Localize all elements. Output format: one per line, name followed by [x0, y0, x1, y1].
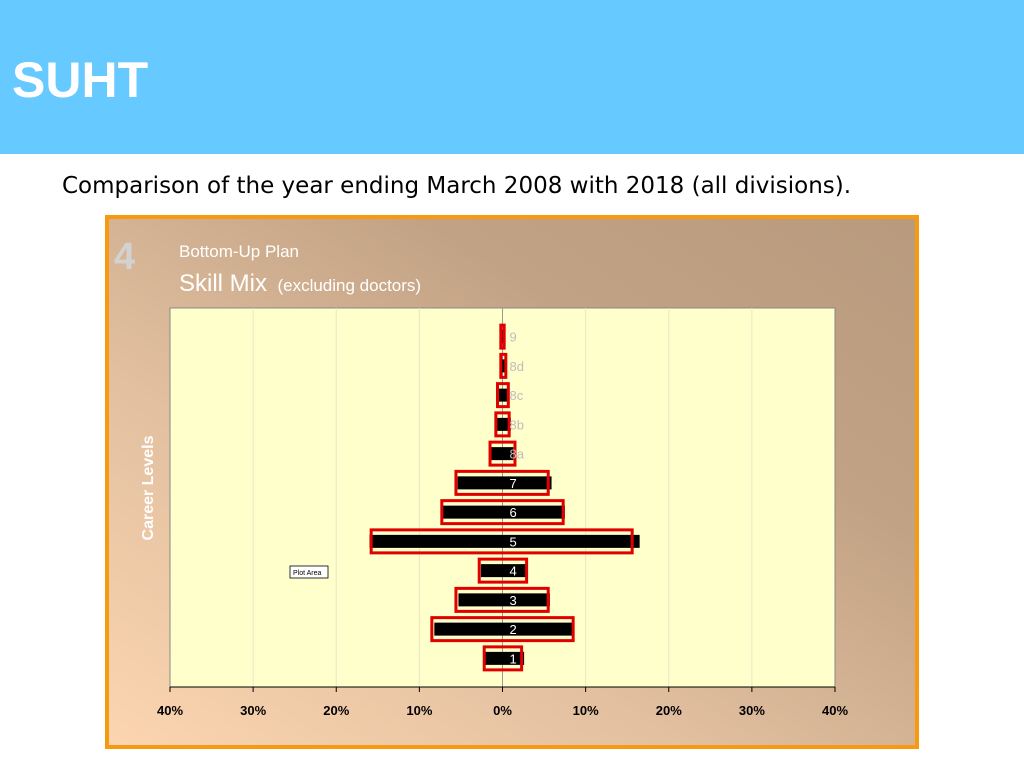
outline-bar-2018-level-2 [430, 616, 575, 643]
x-tick-label: 30% [739, 703, 765, 718]
chart-title: Skill Mix (excluding doctors) [179, 270, 421, 297]
bar-2008-level-8d [500, 359, 507, 373]
x-tick-label: 10% [573, 703, 599, 718]
outline-bar-2018-level-9 [499, 323, 506, 350]
bar-2008-level-8c [498, 388, 509, 402]
x-tick-label: 0% [493, 703, 512, 718]
outline-bar-2018-level-8c [496, 382, 510, 409]
bar-2008-level-1 [484, 651, 525, 665]
page-title: SUHT [12, 52, 149, 108]
chart-title-sub: (excluding doctors) [277, 276, 421, 295]
x-axis-ticks: 40% 30% 20% 10% 0% 10% 20% 30% 40% [157, 687, 848, 718]
plan-label: Bottom-Up Plan [179, 242, 299, 261]
bar-2008-level-8a [490, 447, 514, 461]
x-tick-label: 20% [323, 703, 349, 718]
category-label-8a: 8a [510, 447, 525, 462]
category-label-8d: 8d [510, 359, 524, 374]
category-label-6: 6 [510, 505, 517, 520]
bars-2008 [369, 330, 640, 665]
category-labels: 1 2 3 4 5 6 7 8a 8b 8c 8d 9 [510, 330, 525, 667]
x-tick-label: 40% [822, 703, 848, 718]
category-label-2: 2 [510, 622, 517, 637]
category-label-3: 3 [510, 593, 517, 608]
bar-2008-level-3 [458, 593, 550, 607]
plot-area-tooltip-text: Plot Area [293, 570, 322, 577]
outline-bar-2018-level-8b [494, 411, 511, 438]
bar-2008-level-8b [495, 417, 511, 431]
outline-bar-2018-level-5 [369, 528, 634, 555]
x-tick-label: 40% [157, 703, 183, 718]
slide-number: 4 [114, 236, 135, 278]
outline-bar-2018-level-3 [454, 586, 550, 613]
category-label-8c: 8c [510, 388, 524, 403]
bar-2008-level-5 [369, 534, 640, 548]
slide-subtitle: Comparison of the year ending March 2008… [62, 173, 852, 199]
category-label-5: 5 [510, 534, 517, 549]
category-label-4: 4 [510, 564, 517, 579]
outline-bar-2018-level-6 [440, 499, 565, 526]
outline-bar-2018-level-4 [477, 557, 529, 584]
bar-2008-level-7 [457, 476, 552, 490]
category-label-8b: 8b [510, 417, 524, 432]
y-axis-label: Career Levels [140, 435, 157, 540]
x-tick-label: 30% [240, 703, 266, 718]
chart-title-main: Skill Mix [179, 270, 267, 297]
category-label-1: 1 [510, 651, 517, 666]
outline-bar-2018-level-1 [482, 645, 524, 672]
header-banner: SUHT [0, 0, 1024, 154]
x-tick-label: 20% [656, 703, 682, 718]
outline-bar-2018-level-7 [454, 469, 550, 496]
outline-bar-2018-level-8a [488, 440, 517, 467]
category-label-7: 7 [510, 476, 517, 491]
x-tick-label: 10% [406, 703, 432, 718]
outline-bar-2018-level-8d [499, 352, 508, 379]
bar-2008-level-2 [434, 622, 573, 636]
outline-bars-2018 [369, 323, 634, 672]
bar-2008-level-4 [480, 564, 528, 578]
category-label-9: 9 [510, 330, 517, 345]
plot-area-tooltip: Plot Area [289, 565, 329, 579]
bar-2008-level-6 [441, 505, 565, 519]
